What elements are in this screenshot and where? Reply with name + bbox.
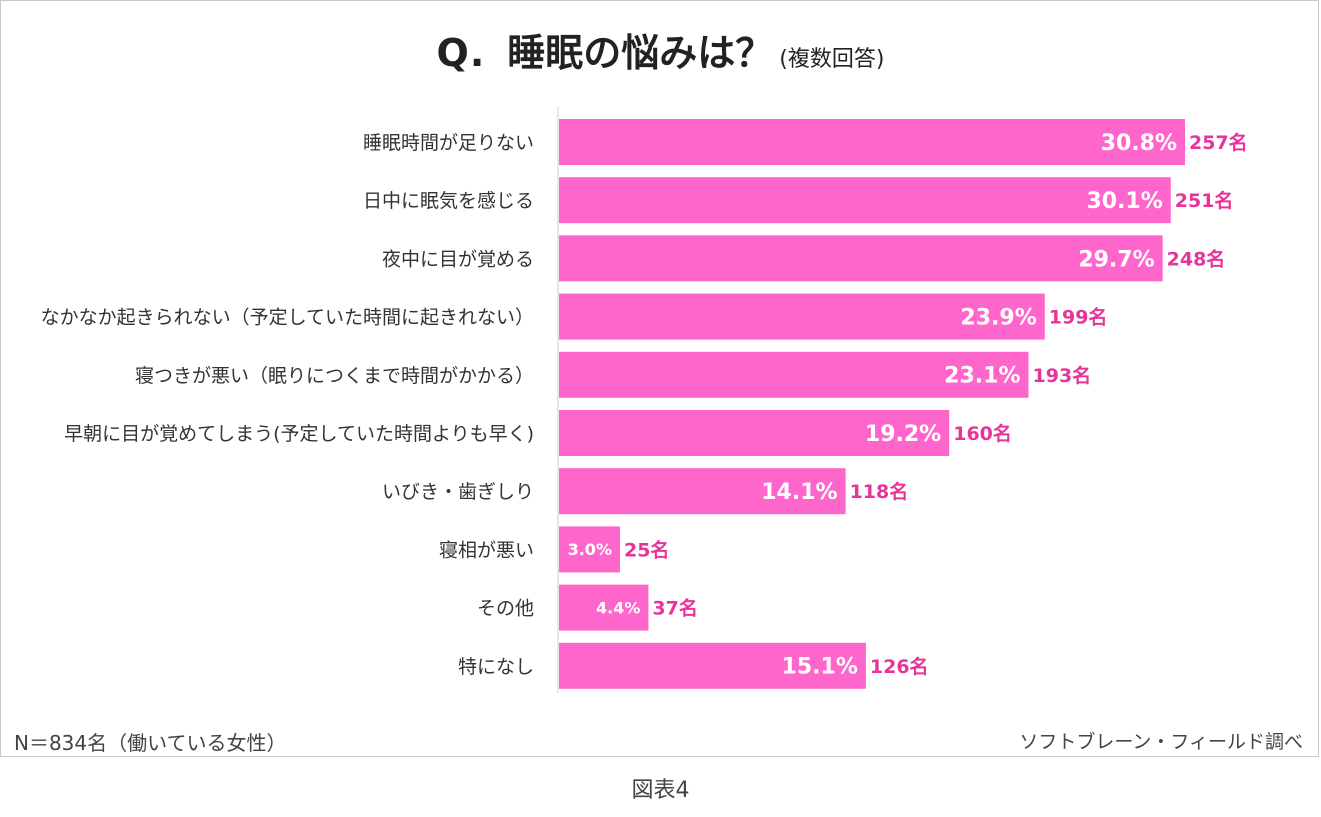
bar-value-label: 30.1% (1086, 189, 1162, 214)
sample-size-note: N＝834名（働いている女性） (14, 731, 287, 755)
bar-count-label: 160名 (953, 422, 1012, 445)
bar-count-label: 199名 (1049, 306, 1108, 329)
bar-count-label: 193名 (1033, 364, 1092, 387)
category-label: その他 (477, 598, 534, 620)
bar (559, 584, 649, 631)
category-label: 日中に眠気を感じる (363, 190, 534, 212)
chart-frame (0, 0, 1319, 757)
bar (559, 119, 1185, 165)
bar-count-label: 248名 (1167, 247, 1226, 270)
category-label: 夜中に目が覚める (382, 248, 534, 270)
bar (559, 235, 1163, 282)
title-main: 睡眠の悩みは？ (507, 31, 774, 75)
category-label: 寝相が悪い (439, 539, 534, 561)
source-note: ソフトブレーン・フィールド調べ (1019, 731, 1303, 753)
bar-count-label: 251名 (1175, 189, 1234, 212)
bar (559, 293, 1045, 340)
bar-count-label: 118名 (850, 480, 909, 503)
bar (559, 177, 1171, 224)
bar (559, 642, 866, 689)
title-sub: (複数回答) (779, 47, 885, 72)
bar-value-label: 4.4% (596, 598, 640, 617)
figure-caption: 図表4 (631, 778, 690, 803)
bar-value-label: 19.2% (865, 422, 941, 447)
bar-value-label: 3.0% (568, 540, 612, 559)
bar-value-label: 29.7% (1078, 247, 1154, 272)
category-label: なかなか起きられない（予定していた時間に起きれない） (41, 307, 534, 329)
bar-value-label: 23.1% (944, 364, 1020, 389)
bar-count-label: 37名 (652, 597, 697, 620)
category-label: 睡眠時間が足りない (363, 132, 534, 154)
bar (559, 468, 846, 515)
category-label: いびき・歯ぎしり (382, 481, 534, 503)
bar-value-label: 15.1% (782, 655, 858, 680)
bar-value-label: 30.8% (1101, 131, 1177, 156)
bar-count-label: 25名 (624, 538, 669, 561)
bar (559, 410, 950, 456)
chart-title: Q. 睡眠の悩みは？ (複数回答) (0, 22, 1321, 77)
bar (559, 526, 620, 573)
bar-count-label: 126名 (870, 655, 929, 678)
bar-value-label: 23.9% (960, 306, 1036, 331)
category-label: 特になし (458, 656, 534, 678)
title-prefix: Q. (436, 31, 486, 75)
bar (559, 351, 1029, 398)
category-label: 早朝に目が覚めてしまう(予定していた時間よりも早く) (64, 423, 534, 445)
bar-value-label: 14.1% (761, 480, 837, 505)
category-label: 寝つきが悪い（眠りにつくまで時間がかかる） (135, 365, 534, 387)
bar-count-label: 257名 (1189, 131, 1248, 154)
